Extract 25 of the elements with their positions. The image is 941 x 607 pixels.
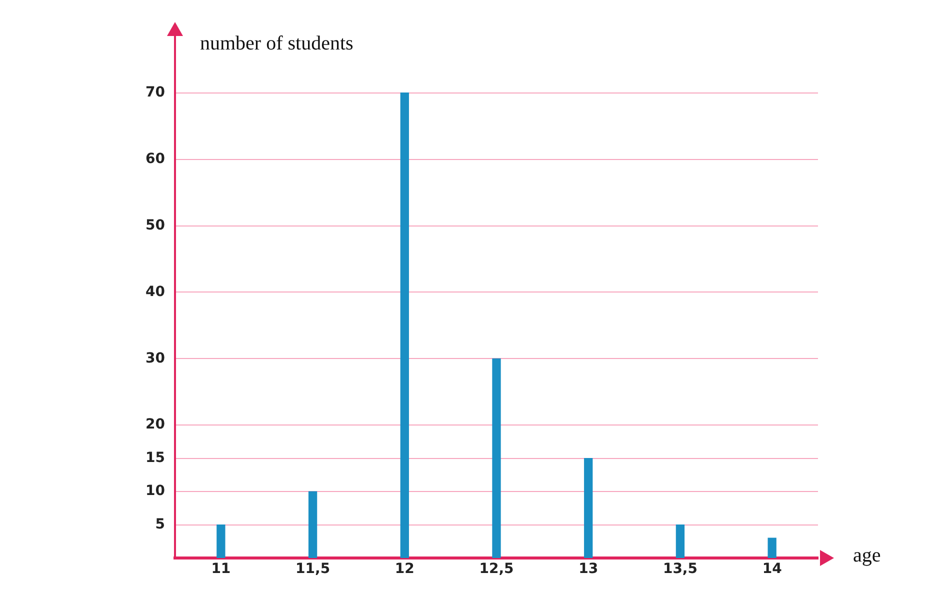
bar xyxy=(768,538,776,558)
bar xyxy=(308,491,318,558)
x-tick-label: 13,5 xyxy=(662,561,698,578)
y-tick-label: 20 xyxy=(146,416,166,433)
bar xyxy=(492,358,501,558)
y-axis-title: number of students xyxy=(200,32,354,55)
x-tick-label: 11 xyxy=(211,561,231,578)
y-tick-label: 70 xyxy=(146,84,166,100)
x-tick-label: 14 xyxy=(762,561,782,578)
x-tick-label: 11,5 xyxy=(296,561,330,578)
y-tick-label: 60 xyxy=(146,150,166,167)
bar xyxy=(216,524,226,558)
x-tick-label: 13 xyxy=(578,561,598,578)
y-tick-label: 30 xyxy=(146,350,166,366)
bar xyxy=(584,458,593,558)
y-tick-label: 15 xyxy=(146,450,165,466)
x-tick-label: 12 xyxy=(394,561,414,578)
y-tick-label: 50 xyxy=(146,217,166,234)
y-tick-label: 10 xyxy=(146,483,166,500)
bar xyxy=(676,524,685,558)
bar xyxy=(400,92,409,558)
x-tick-label: 12,5 xyxy=(479,561,514,578)
y-tick-label: 5 xyxy=(155,516,165,532)
x-axis-title: age xyxy=(853,544,881,566)
y-tick-label: 40 xyxy=(146,284,166,300)
